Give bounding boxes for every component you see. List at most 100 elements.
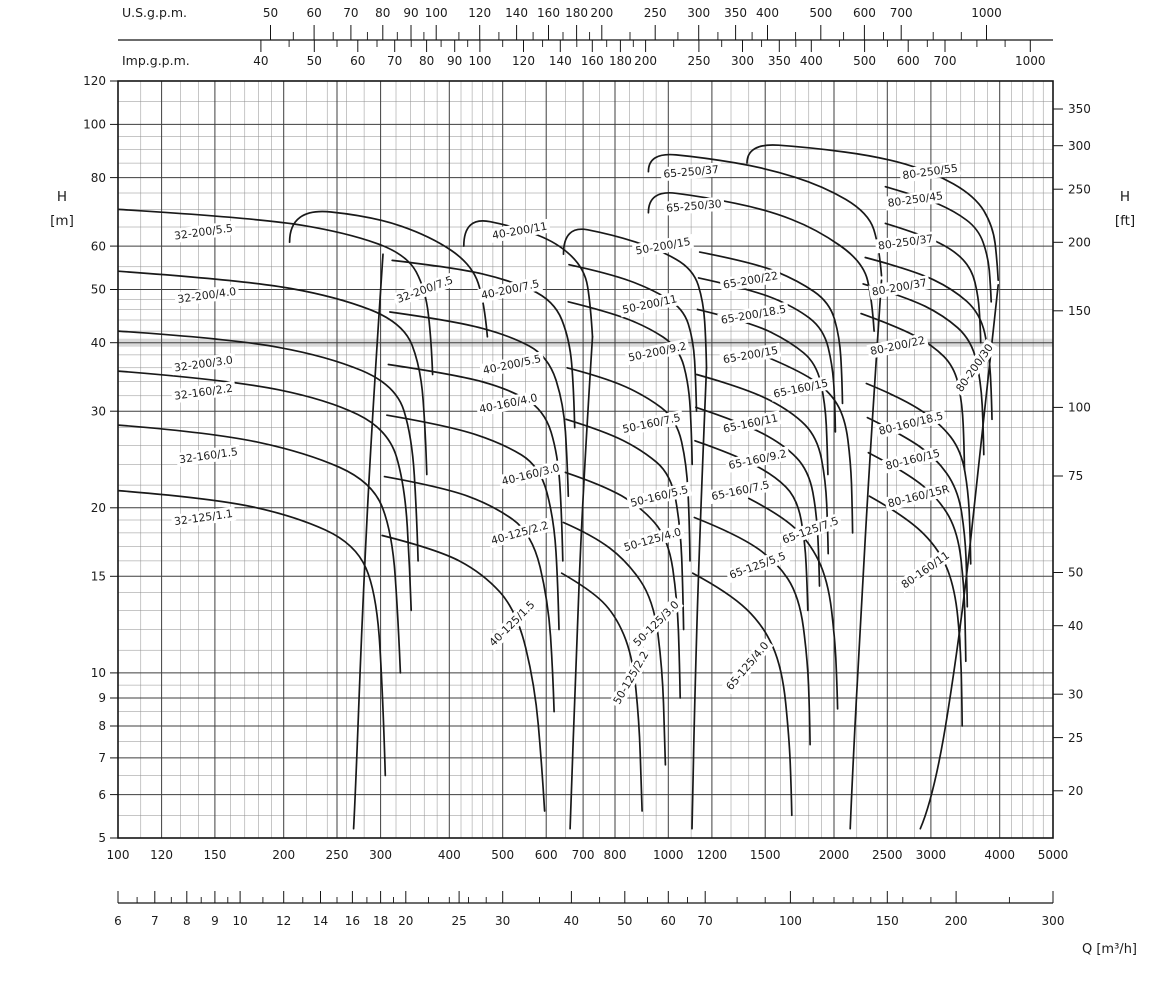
pump-curve-50-125/3.0 (562, 521, 667, 766)
plot-frame (117, 80, 1054, 839)
head-ft-axis-unit: [ft] (1115, 213, 1135, 229)
imp-gpm-tick-label: 120 (512, 54, 535, 68)
lmin-tick-label: 150 (203, 848, 226, 862)
head-ft-tick-label: 350 (1068, 102, 1091, 116)
head-ft-tick-label: 300 (1068, 139, 1091, 153)
pump-curve-label-group: 65-250/30 (663, 196, 725, 216)
pump-curve-65-125/5.5 (693, 516, 811, 746)
m3h-tick-label: 30 (495, 914, 510, 928)
pump-curve-label-bg (721, 636, 774, 695)
lmin-tick-label: 1000 (653, 848, 684, 862)
region-boundary (919, 283, 1000, 830)
pump-curve-label-bg (724, 446, 791, 474)
pump-curve-label-bg (628, 595, 684, 652)
pump-curve-label-bg (170, 220, 237, 244)
head-m-tick-label: 9 (98, 691, 106, 705)
head-m-tick-label: 8 (98, 719, 106, 733)
pump-curve-label-bg (896, 546, 955, 594)
pump-curve-label-bg (175, 444, 242, 468)
head-m-tick-label: 50 (91, 283, 106, 297)
imp-gpm-tick-label: 700 (934, 54, 957, 68)
pump-curve-65-250/30 (647, 191, 875, 332)
pump-curve-label-bg (619, 524, 686, 556)
pump-curve-label-group: 65-250/37 (660, 162, 722, 182)
pump-curve-label-bg (719, 410, 782, 437)
us-gpm-tick-label: 1000 (971, 6, 1002, 20)
pump-curve-40-160/4.0 (387, 363, 564, 562)
m3h-tick-label: 300 (1042, 914, 1065, 928)
pump-curve-40-200/11 (462, 220, 594, 338)
us-gpm-tick-label: 350 (724, 6, 747, 20)
pump-curve-label-bg (881, 445, 944, 474)
head-ft-tick-label: 100 (1068, 401, 1091, 415)
head-m-axis: 120 100 80 60 50 40 30 20 15 10 9 8 7 6 5 (83, 74, 118, 845)
head-ft-axis: 350 300 250 200 150 100 75 50 40 30 25 20 (1053, 102, 1091, 798)
pump-curve-label-bg (883, 481, 954, 512)
pump-curve-32-125/1.1 (117, 489, 387, 777)
imp-gpm-tick-label: 200 (634, 54, 657, 68)
head-m-tick-label: 7 (98, 751, 106, 765)
us-gpm-tick-label: 200 (590, 6, 613, 20)
lmin-tick-label: 4000 (984, 848, 1015, 862)
head-ft-tick-label: 75 (1068, 469, 1083, 483)
pump-curve-label-bg (170, 380, 237, 404)
pump-curve-80-160/11 (868, 495, 964, 727)
us-gpm-tick-label: 90 (403, 6, 418, 20)
pump-curve-label-bg (475, 389, 542, 417)
imp-gpm-tick-label: 60 (350, 54, 365, 68)
imp-gpm-tick-label: 90 (447, 54, 462, 68)
head-m-tick-label: 6 (98, 788, 106, 802)
pump-curve-50-125/2.2 (560, 572, 643, 812)
pump-curve-32-200/4.0 (117, 270, 428, 476)
pump-curve-label-bg (170, 506, 237, 529)
pump-curve-label-bg (618, 409, 685, 437)
head-ft-axis-symbol: H (1120, 189, 1130, 205)
m3h-tick-label: 9 (211, 914, 219, 928)
pump-curve-label-bg (777, 512, 843, 548)
lmin-tick-label: 5000 (1038, 848, 1069, 862)
m3h-tick-label: 60 (661, 914, 676, 928)
pump-curve-65-125/4.0 (691, 572, 793, 817)
imp-gpm-tick-label: 180 (609, 54, 632, 68)
lmin-tick-label: 120 (150, 848, 173, 862)
m3h-tick-label: 18 (373, 914, 388, 928)
lmin-tick-label: 800 (604, 848, 627, 862)
pump-curve-32-160/1.5 (117, 424, 402, 674)
pump-curve-label-bg (725, 548, 791, 584)
head-ft-tick-label: 50 (1068, 566, 1083, 580)
us-gpm-tick-label: 50 (263, 6, 278, 20)
pump-curve-label-bg (487, 517, 553, 549)
pump-curve-40-125/2.2 (383, 475, 555, 713)
m3h-tick-label: 8 (183, 914, 191, 928)
region-boundary (569, 335, 594, 830)
region-boundary (691, 366, 708, 830)
pump-curve-label: 65-250/37 (663, 163, 720, 181)
imp-gpm-tick-label: 250 (687, 54, 710, 68)
pump-curve-50-125/4.0 (564, 471, 682, 699)
lmin-tick-label: 500 (491, 848, 514, 862)
head-m-tick-label: 30 (91, 404, 106, 418)
pump-curve-65-125/7.5 (747, 497, 839, 710)
us-gpm-tick-label: 180 (565, 6, 588, 20)
pump-curve-80-200/22 (860, 312, 966, 471)
lmin-tick-label: 200 (272, 848, 295, 862)
us-gpm-tick-label: 100 (425, 6, 448, 20)
m3h-axis: 6 7 8 9 10 12 14 16 18 20 25 30 40 50 60 70 100 150 200 300 (114, 891, 1064, 928)
imp-gpm-tick-label: 140 (549, 54, 572, 68)
pump-curve-65-200/15 (696, 308, 829, 476)
pump-curve-label-bg (626, 481, 693, 511)
m3h-tick-label: 7 (151, 914, 159, 928)
pump-curve-label-bg (392, 272, 458, 308)
pump-curve-label: 65-250/30 (666, 197, 723, 215)
pump-curve-65-160/9.2 (694, 406, 821, 587)
us-gpm-tick-label: 70 (343, 6, 358, 20)
m3h-tick-label: 150 (876, 914, 899, 928)
pump-curve-label-bg (477, 276, 544, 304)
pump-curve-label-bg (866, 332, 929, 359)
us-gpm-axis-title: U.S.g.p.m. (122, 5, 187, 20)
head-m-axis-symbol: H (57, 189, 67, 205)
head-m-tick-label: 5 (98, 831, 106, 845)
pump-curve-50-200/11 (568, 263, 698, 413)
